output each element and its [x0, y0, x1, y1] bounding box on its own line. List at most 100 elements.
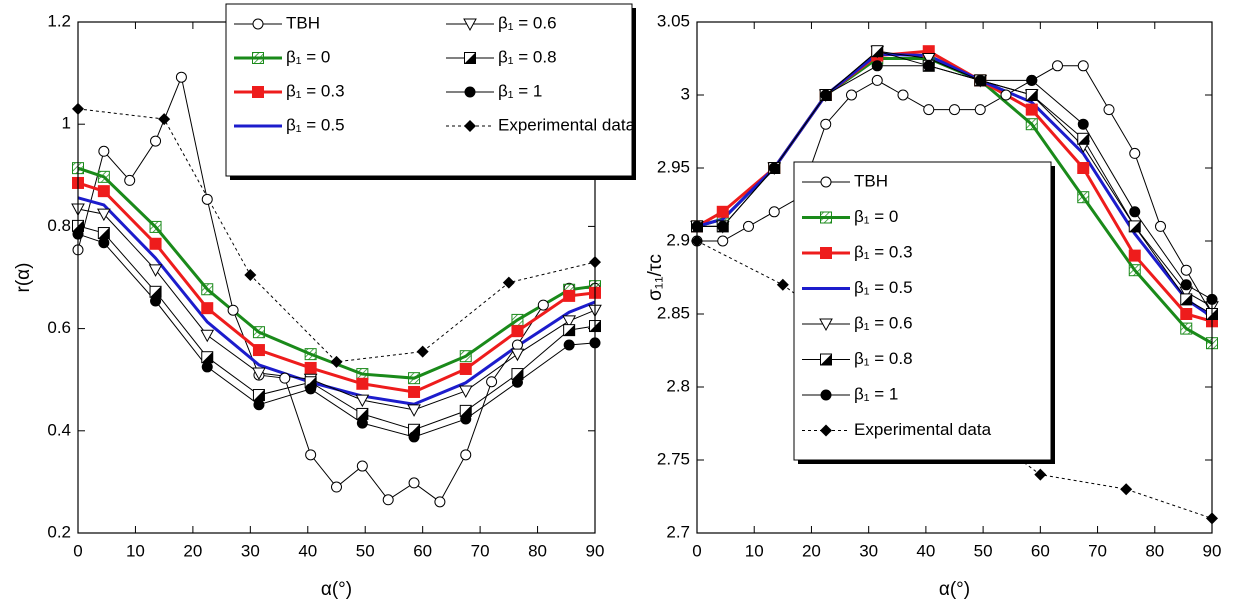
- x-tick-label: 0: [692, 541, 701, 560]
- x-tick-label: 50: [974, 541, 993, 560]
- marker: [331, 481, 342, 493]
- marker-part: [820, 354, 832, 365]
- marker-part: [1129, 220, 1141, 232]
- x-tick-label: 10: [126, 541, 145, 560]
- legend-label: β₁ = 0.3: [854, 242, 913, 261]
- x-tick-label: 50: [356, 541, 375, 560]
- marker: [201, 283, 214, 296]
- x-tick-label: 80: [528, 541, 547, 560]
- marker: [819, 318, 833, 332]
- marker: [1025, 103, 1038, 116]
- marker: [149, 237, 162, 250]
- marker: [252, 18, 264, 30]
- x-tick-label: 90: [586, 541, 605, 560]
- marker: [1128, 220, 1141, 233]
- marker: [1025, 89, 1038, 101]
- marker: [382, 494, 394, 506]
- marker-part: [460, 405, 472, 417]
- marker: [820, 353, 832, 366]
- marker-part: [464, 52, 476, 64]
- marker: [1103, 104, 1115, 116]
- y-tick-label: 3: [681, 84, 690, 103]
- marker-part: [871, 45, 883, 57]
- marker: [1077, 118, 1089, 130]
- marker: [252, 52, 264, 64]
- marker: [408, 431, 420, 443]
- marker: [408, 372, 421, 385]
- y-tick-label: 3.05: [657, 11, 690, 30]
- marker-part: [1077, 133, 1089, 145]
- marker-part: [201, 351, 213, 363]
- marker: [1077, 60, 1089, 72]
- y-tick-label: 0.6: [47, 318, 71, 337]
- marker: [201, 193, 213, 205]
- marker: [434, 496, 446, 508]
- x-tick-label: 0: [73, 541, 82, 560]
- legend-label: Experimental data: [498, 115, 636, 134]
- marker: [149, 220, 162, 233]
- marker: [871, 60, 883, 72]
- legend-label: β₁ = 0.5: [854, 278, 913, 297]
- y-tick-label: 0.2: [47, 522, 71, 541]
- legend: [793, 161, 1052, 461]
- marker: [717, 235, 729, 247]
- y-axis-label: σ₁₁/τc: [645, 254, 666, 301]
- marker: [463, 18, 477, 32]
- x-tick-label: 10: [745, 541, 764, 560]
- marker: [304, 348, 317, 361]
- x-tick-label: 70: [471, 541, 490, 560]
- y-tick-label: 2.7: [666, 522, 690, 541]
- marker: [871, 45, 884, 58]
- y-tick-label: 2.95: [657, 157, 690, 176]
- marker-part: [98, 227, 110, 239]
- x-tick-label: 30: [241, 541, 260, 560]
- marker: [1180, 308, 1193, 320]
- series-line: [697, 65, 1213, 300]
- marker: [459, 350, 472, 363]
- marker: [252, 344, 265, 357]
- marker: [537, 299, 549, 311]
- marker: [562, 315, 576, 328]
- legend-label: Experimental data: [854, 420, 992, 439]
- x-tick-label: 30: [859, 541, 878, 560]
- marker: [1180, 264, 1192, 276]
- marker: [201, 351, 214, 364]
- marker: [743, 220, 754, 232]
- marker-part: [563, 324, 575, 336]
- marker: [252, 326, 265, 339]
- y-axis-label: r(α): [13, 263, 34, 293]
- series-line: [77, 225, 596, 431]
- marker: [227, 304, 239, 316]
- marker: [511, 325, 524, 338]
- marker: [820, 424, 832, 437]
- marker: [253, 399, 265, 411]
- marker: [1025, 118, 1038, 131]
- marker: [510, 348, 525, 362]
- marker: [464, 120, 476, 132]
- marker: [1077, 132, 1090, 145]
- marker: [1155, 220, 1166, 232]
- marker: [201, 302, 214, 315]
- marker: [460, 449, 472, 461]
- marker: [820, 118, 832, 130]
- marker: [1052, 60, 1063, 72]
- marker: [408, 477, 420, 489]
- legend: [225, 3, 633, 177]
- marker: [305, 383, 317, 395]
- legend-label: β₁ = 1: [854, 384, 898, 403]
- marker: [355, 394, 370, 408]
- series-line: [77, 233, 596, 438]
- marker: [1077, 162, 1090, 174]
- y-tick-label: 2.75: [657, 449, 690, 468]
- x-tick-label: 70: [1088, 541, 1107, 560]
- marker: [304, 361, 317, 374]
- marker: [486, 376, 498, 388]
- legend-label: β₁ = 0.6: [854, 313, 913, 332]
- marker-part: [1026, 89, 1038, 101]
- marker: [717, 220, 729, 232]
- marker: [563, 324, 576, 337]
- x-tick-label: 40: [916, 541, 935, 560]
- marker: [200, 329, 215, 343]
- marker: [97, 227, 110, 240]
- marker: [97, 170, 110, 183]
